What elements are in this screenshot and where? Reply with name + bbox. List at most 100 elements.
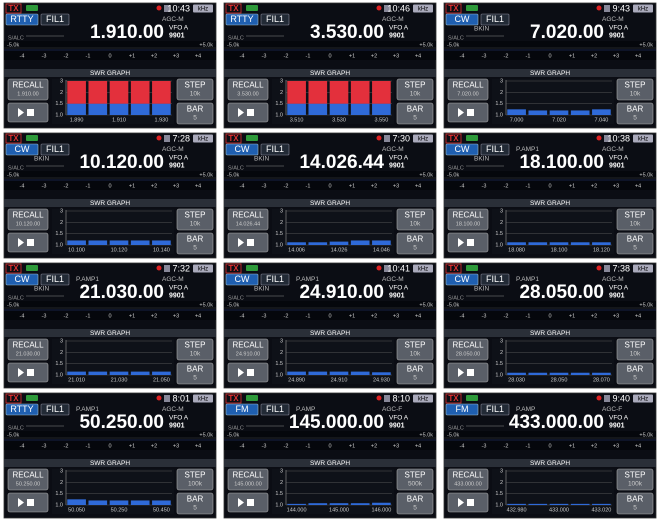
step-label[interactable]: STEP — [625, 341, 646, 350]
bar-button[interactable] — [396, 362, 434, 385]
recall-button[interactable] — [227, 338, 269, 361]
mode-label[interactable]: CW — [15, 274, 30, 284]
bar-label[interactable]: BAR — [407, 105, 424, 114]
recall-label[interactable]: RECALL — [232, 471, 264, 480]
filter-button[interactable] — [480, 143, 510, 156]
filter-button[interactable] — [480, 273, 510, 286]
recall-button[interactable] — [7, 208, 49, 231]
mode-label[interactable]: RTTY — [10, 404, 33, 414]
recall-label[interactable]: RECALL — [12, 81, 44, 90]
recall-button[interactable] — [7, 468, 49, 491]
mode-label[interactable]: RTTY — [10, 14, 33, 24]
bar-button[interactable] — [396, 102, 434, 125]
filter-label[interactable]: FIL1 — [266, 144, 284, 154]
recall-label[interactable]: RECALL — [12, 211, 44, 220]
filter-label[interactable]: FIL1 — [46, 274, 64, 284]
recall-label[interactable]: RECALL — [232, 81, 264, 90]
step-button[interactable] — [616, 338, 654, 361]
filter-label[interactable]: FIL1 — [486, 144, 504, 154]
recall-button[interactable] — [447, 208, 489, 231]
step-label[interactable]: STEP — [185, 81, 206, 90]
step-label[interactable]: STEP — [625, 471, 646, 480]
step-button[interactable] — [176, 338, 214, 361]
mode-button[interactable] — [445, 403, 479, 416]
mode-label[interactable]: FM — [236, 404, 249, 414]
recall-button[interactable] — [227, 208, 269, 231]
bar-button[interactable] — [616, 492, 654, 515]
mode-button[interactable] — [225, 143, 259, 156]
bar-label[interactable]: BAR — [187, 495, 204, 504]
bar-label[interactable]: BAR — [407, 365, 424, 374]
bar-label[interactable]: BAR — [187, 105, 204, 114]
mode-label[interactable]: CW — [455, 144, 470, 154]
filter-label[interactable]: FIL1 — [486, 14, 504, 24]
step-button[interactable] — [176, 468, 214, 491]
bar-label[interactable]: BAR — [407, 495, 424, 504]
recall-label[interactable]: RECALL — [452, 341, 484, 350]
mode-label[interactable]: CW — [15, 144, 30, 154]
recall-label[interactable]: RECALL — [232, 341, 264, 350]
filter-button[interactable] — [260, 13, 290, 26]
bar-button[interactable] — [396, 232, 434, 255]
mode-button[interactable] — [225, 273, 259, 286]
recall-button[interactable] — [447, 338, 489, 361]
step-button[interactable] — [396, 338, 434, 361]
bar-label[interactable]: BAR — [627, 495, 644, 504]
step-label[interactable]: STEP — [185, 471, 206, 480]
filter-button[interactable] — [40, 273, 70, 286]
recall-label[interactable]: RECALL — [452, 211, 484, 220]
step-button[interactable] — [396, 78, 434, 101]
mode-button[interactable] — [5, 13, 39, 26]
mode-button[interactable] — [5, 403, 39, 416]
bar-button[interactable] — [176, 492, 214, 515]
filter-button[interactable] — [260, 273, 290, 286]
filter-button[interactable] — [260, 403, 290, 416]
mode-label[interactable]: FM — [456, 404, 469, 414]
mode-label[interactable]: CW — [235, 274, 250, 284]
mode-label[interactable]: CW — [235, 144, 250, 154]
step-button[interactable] — [396, 468, 434, 491]
filter-button[interactable] — [480, 403, 510, 416]
bar-label[interactable]: BAR — [627, 235, 644, 244]
recall-button[interactable] — [7, 78, 49, 101]
step-label[interactable]: STEP — [185, 341, 206, 350]
mode-button[interactable] — [225, 403, 259, 416]
bar-label[interactable]: BAR — [627, 105, 644, 114]
recall-label[interactable]: RECALL — [12, 471, 44, 480]
mode-label[interactable]: CW — [455, 14, 470, 24]
filter-button[interactable] — [40, 13, 70, 26]
recall-button[interactable] — [447, 468, 489, 491]
step-label[interactable]: STEP — [405, 471, 426, 480]
filter-button[interactable] — [40, 403, 70, 416]
recall-label[interactable]: RECALL — [452, 471, 484, 480]
step-label[interactable]: STEP — [185, 211, 206, 220]
bar-button[interactable] — [616, 232, 654, 255]
step-button[interactable] — [616, 78, 654, 101]
filter-label[interactable]: FIL1 — [266, 274, 284, 284]
recall-button[interactable] — [227, 468, 269, 491]
mode-button[interactable] — [5, 143, 39, 156]
bar-button[interactable] — [616, 362, 654, 385]
mode-button[interactable] — [445, 13, 479, 26]
filter-label[interactable]: FIL1 — [46, 14, 64, 24]
mode-button[interactable] — [445, 273, 479, 286]
mode-button[interactable] — [5, 273, 39, 286]
bar-button[interactable] — [396, 492, 434, 515]
bar-button[interactable] — [176, 232, 214, 255]
step-button[interactable] — [616, 208, 654, 231]
recall-label[interactable]: RECALL — [12, 341, 44, 350]
mode-button[interactable] — [445, 143, 479, 156]
filter-button[interactable] — [480, 13, 510, 26]
step-label[interactable]: STEP — [625, 81, 646, 90]
bar-label[interactable]: BAR — [187, 365, 204, 374]
recall-button[interactable] — [227, 78, 269, 101]
bar-label[interactable]: BAR — [627, 365, 644, 374]
step-label[interactable]: STEP — [625, 211, 646, 220]
recall-button[interactable] — [7, 338, 49, 361]
step-label[interactable]: STEP — [405, 341, 426, 350]
recall-label[interactable]: RECALL — [452, 81, 484, 90]
recall-label[interactable]: RECALL — [232, 211, 264, 220]
bar-button[interactable] — [616, 102, 654, 125]
step-label[interactable]: STEP — [405, 81, 426, 90]
bar-button[interactable] — [176, 102, 214, 125]
